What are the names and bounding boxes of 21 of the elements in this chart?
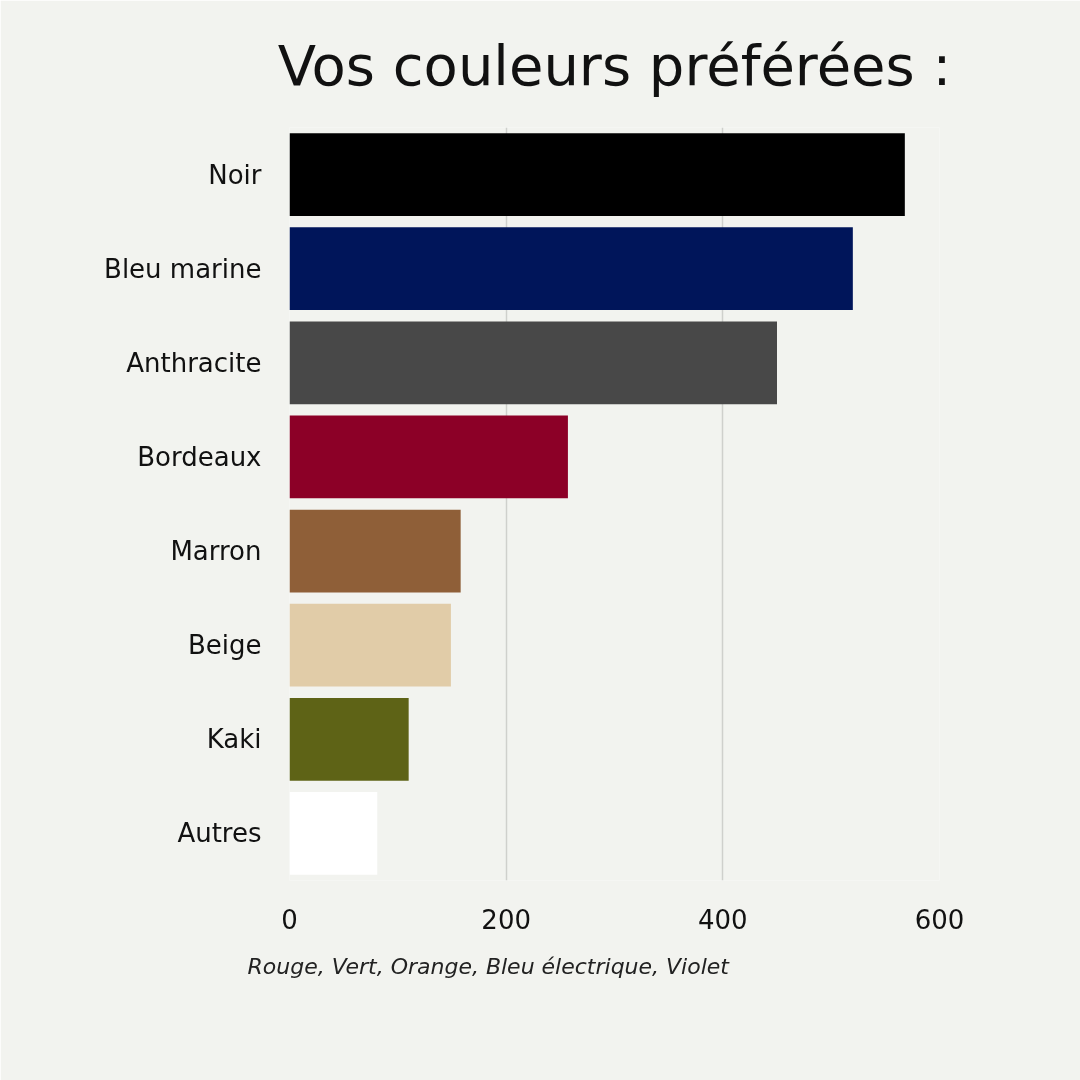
bar [289,415,568,499]
bar [289,227,853,311]
text: Rouge, Vert, Orange, Bleu électrique, Violet [247,953,731,979]
y-tick-label: Noir [208,159,262,190]
bar [289,133,905,216]
y-tick-label: Anthracite [126,347,262,378]
x-tick-label: 200 [481,904,531,935]
bar [289,697,409,781]
x-tick-label: 600 [914,904,965,935]
bar [289,603,451,687]
y-tick-label: Marron [170,536,262,567]
bar [289,509,461,593]
y-tick-label: Kaki [206,724,262,755]
x-tick-label: 0 [281,904,298,935]
x-tick-label: 400 [698,904,748,935]
y-tick-label: Bordeaux [137,441,262,472]
y-tick-label: Bleu marine [104,253,262,284]
y-tick-label: Autres [177,818,262,849]
bar [289,321,777,405]
chart-title: Vos couleurs préférées : [277,32,952,98]
y-tick-label: Beige [187,630,262,661]
